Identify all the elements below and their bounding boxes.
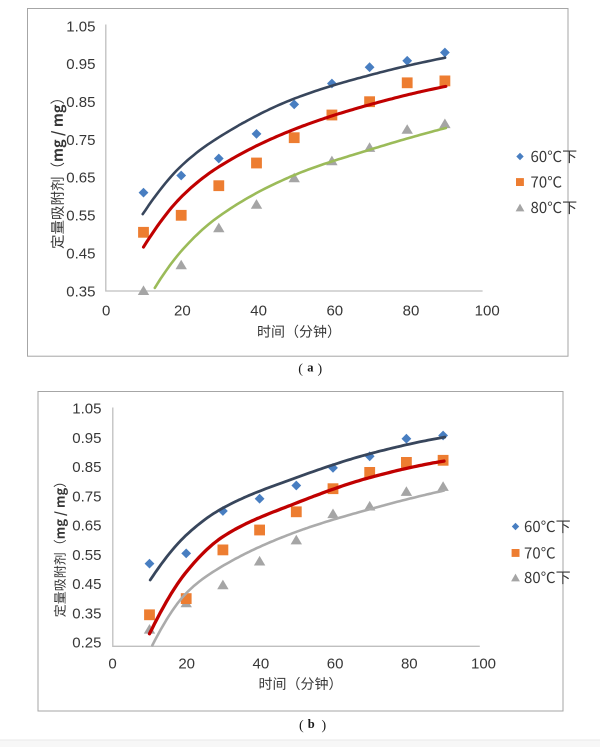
svg-text:80: 80 <box>403 303 420 320</box>
svg-text:0: 0 <box>108 656 116 673</box>
svg-text:100: 100 <box>475 303 500 320</box>
svg-text:b: b <box>308 717 315 731</box>
svg-text:60: 60 <box>326 303 343 320</box>
svg-text:20: 20 <box>174 303 191 320</box>
svg-text:0.75: 0.75 <box>72 488 101 505</box>
svg-text:100: 100 <box>471 656 496 673</box>
svg-text:0.35: 0.35 <box>72 605 101 622</box>
svg-text:0: 0 <box>102 303 110 320</box>
svg-text:0.55: 0.55 <box>66 208 95 225</box>
svg-text:1.05: 1.05 <box>66 18 95 35</box>
svg-text:(: ( <box>299 719 304 734</box>
svg-text:): ) <box>322 719 327 734</box>
svg-text:0.95: 0.95 <box>72 430 101 447</box>
svg-text:0.35: 0.35 <box>66 283 95 300</box>
svg-text:0.95: 0.95 <box>66 56 95 73</box>
svg-text:0.85: 0.85 <box>66 94 95 111</box>
svg-text:80: 80 <box>401 656 418 673</box>
svg-text:20: 20 <box>178 656 195 673</box>
svg-text:0.85: 0.85 <box>72 459 101 476</box>
svg-text:(: ( <box>298 362 303 377</box>
svg-text:0.65: 0.65 <box>66 170 95 187</box>
svg-text:40: 40 <box>253 656 270 673</box>
svg-text:1.05: 1.05 <box>72 401 101 418</box>
svg-text:0.45: 0.45 <box>66 245 95 262</box>
svg-text:0.25: 0.25 <box>72 635 101 652</box>
svg-text:): ) <box>318 362 323 377</box>
svg-text:40: 40 <box>250 303 267 320</box>
svg-text:0.75: 0.75 <box>66 132 95 149</box>
svg-text:0.45: 0.45 <box>72 576 101 593</box>
svg-text:a: a <box>307 361 314 375</box>
svg-text:60: 60 <box>327 656 344 673</box>
svg-text:0.65: 0.65 <box>72 518 101 535</box>
svg-text:0.55: 0.55 <box>72 547 101 564</box>
